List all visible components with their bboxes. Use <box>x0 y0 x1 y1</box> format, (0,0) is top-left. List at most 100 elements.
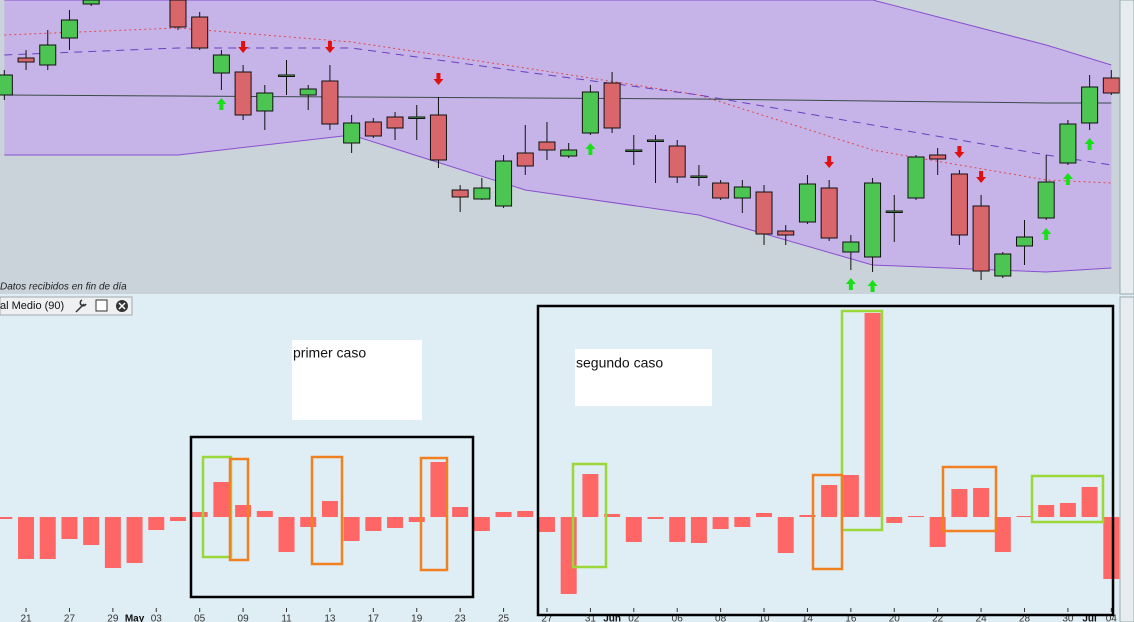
green-box <box>1030 474 1105 524</box>
candle-body <box>299 88 317 96</box>
candle-body <box>538 141 556 151</box>
sell-arrow <box>824 156 835 168</box>
x-tick-label: 27 <box>64 614 76 622</box>
x-tick-label: 19 <box>411 614 423 622</box>
bar <box>0 517 13 519</box>
bar <box>582 474 599 517</box>
candle-body <box>343 122 361 144</box>
green-box <box>571 462 608 569</box>
bar <box>256 511 273 517</box>
candle-body <box>60 19 78 39</box>
x-tick-label: 10 <box>758 614 770 622</box>
x-tick-label: 29 <box>107 614 119 622</box>
candle-body <box>0 74 13 96</box>
x-tick-label: 16 <box>845 614 857 622</box>
candle-body <box>581 91 599 134</box>
candle-body <box>842 241 860 253</box>
orange-box <box>811 473 844 571</box>
note: Datos recibidos en fin de día <box>0 282 127 293</box>
x-tick-label: 27 <box>541 614 553 622</box>
bar <box>647 517 664 519</box>
case-box <box>536 304 1115 617</box>
candle-body <box>712 182 730 199</box>
candle-body <box>516 152 534 167</box>
candle-body <box>364 121 382 137</box>
candle-body <box>603 82 621 129</box>
close-x <box>118 302 126 310</box>
candle-body <box>733 186 751 199</box>
candle-body <box>798 183 816 223</box>
bar <box>104 517 121 568</box>
bar <box>495 512 512 517</box>
bar <box>473 517 490 531</box>
overlay-line <box>4 0 1112 66</box>
bar <box>321 501 338 517</box>
bar <box>886 517 903 523</box>
bar <box>126 517 143 563</box>
month-label: Jun <box>603 614 621 622</box>
x-tick-label: 30 <box>1062 614 1074 622</box>
overlay-line <box>4 134 1112 273</box>
bar <box>387 517 404 528</box>
bar <box>343 517 360 541</box>
candle-body <box>994 253 1012 277</box>
buy-arrow <box>585 143 596 155</box>
bar <box>973 488 990 517</box>
price-plot <box>0 0 1120 292</box>
bar <box>951 489 968 517</box>
note: primer caso <box>293 345 366 361</box>
candle-body <box>82 0 100 5</box>
x-tick-label: 03 <box>151 614 163 622</box>
month-label: May <box>125 614 145 622</box>
candle-body <box>647 139 665 142</box>
bar <box>300 517 317 527</box>
settings-icon[interactable] <box>75 299 87 313</box>
case-box <box>189 435 475 599</box>
candle-body <box>1059 123 1077 164</box>
bar <box>907 516 924 517</box>
x-tick-label: 04 <box>1106 614 1118 622</box>
bar <box>1103 517 1120 579</box>
bar <box>560 517 577 594</box>
buy-arrow <box>216 98 227 110</box>
bar <box>669 517 686 542</box>
bar <box>821 485 838 517</box>
bar <box>1059 503 1076 517</box>
bar <box>83 517 100 545</box>
candle-body <box>950 173 968 236</box>
candle-body <box>907 156 925 199</box>
x-tick-label: 24 <box>976 614 988 622</box>
x-tick-label: 17 <box>368 614 380 622</box>
bar <box>625 517 642 542</box>
bar <box>452 507 469 517</box>
candle-body <box>820 187 838 239</box>
sell-arrow <box>433 73 444 85</box>
bar <box>929 517 946 547</box>
bar <box>777 517 794 553</box>
bar <box>1016 516 1033 517</box>
candle-body <box>1015 236 1033 247</box>
candle-body <box>560 149 578 157</box>
window-icon[interactable] <box>95 299 108 312</box>
candle-body <box>755 191 773 235</box>
candle-body <box>169 0 187 28</box>
bar <box>604 514 621 517</box>
candle-body <box>212 54 230 74</box>
candle-body <box>972 205 990 272</box>
candle-body <box>668 145 686 178</box>
orange-box <box>228 457 250 562</box>
candle-body <box>495 160 513 207</box>
bar <box>169 517 186 521</box>
candle-body <box>278 74 296 77</box>
candle-body <box>929 154 947 160</box>
candle-body <box>690 175 708 178</box>
bar <box>756 513 773 517</box>
x-tick-label: 06 <box>672 614 684 622</box>
bar <box>365 517 382 531</box>
sell-arrow <box>238 41 249 53</box>
header-icons[interactable] <box>75 299 128 313</box>
candle-body <box>1037 181 1055 219</box>
candle-body <box>256 92 274 112</box>
